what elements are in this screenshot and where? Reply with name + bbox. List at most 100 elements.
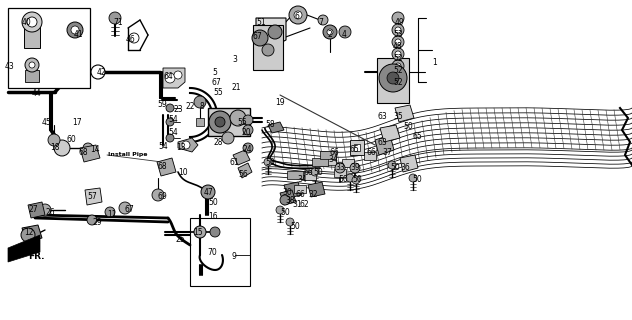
Text: 49: 49 [395, 18, 404, 27]
Text: 36: 36 [400, 163, 410, 172]
Text: 23: 23 [173, 105, 183, 114]
Circle shape [39, 204, 51, 216]
Text: 33: 33 [335, 163, 344, 172]
Text: 38: 38 [285, 196, 295, 205]
Circle shape [48, 134, 60, 146]
Text: 58: 58 [265, 120, 275, 129]
Circle shape [71, 26, 79, 34]
Text: 30: 30 [282, 188, 292, 197]
Text: 10: 10 [178, 168, 188, 177]
Polygon shape [280, 190, 296, 205]
Polygon shape [294, 185, 306, 193]
Circle shape [166, 134, 174, 142]
Polygon shape [157, 158, 176, 176]
Text: 52: 52 [393, 66, 403, 75]
Text: 52: 52 [393, 78, 403, 87]
Text: FR.: FR. [28, 252, 44, 261]
Circle shape [165, 73, 175, 83]
Circle shape [243, 143, 253, 153]
Polygon shape [304, 172, 316, 180]
Text: 67: 67 [212, 78, 222, 87]
Circle shape [395, 63, 401, 69]
Circle shape [252, 30, 268, 46]
Text: 59: 59 [157, 100, 167, 109]
Text: 42: 42 [97, 68, 107, 77]
Text: 50: 50 [390, 163, 400, 172]
Circle shape [286, 218, 294, 226]
Text: 19: 19 [275, 98, 284, 107]
Circle shape [210, 227, 220, 237]
Text: 28: 28 [214, 138, 224, 147]
Polygon shape [163, 68, 185, 88]
Circle shape [276, 206, 284, 214]
Polygon shape [85, 188, 102, 205]
Polygon shape [178, 138, 198, 152]
Polygon shape [342, 159, 354, 167]
Circle shape [105, 207, 115, 217]
Circle shape [392, 12, 404, 24]
Polygon shape [238, 163, 252, 178]
Text: 50: 50 [208, 198, 218, 207]
Text: 17: 17 [72, 118, 82, 127]
Circle shape [379, 64, 407, 92]
Polygon shape [256, 18, 286, 48]
Circle shape [27, 17, 37, 27]
Text: 44: 44 [32, 89, 42, 98]
Bar [25, 70, 39, 82]
Bar [196, 118, 204, 126]
Text: 15: 15 [193, 228, 203, 237]
Text: 66: 66 [296, 190, 306, 199]
Text: 64: 64 [163, 72, 173, 81]
Text: 7: 7 [318, 18, 323, 27]
Polygon shape [284, 182, 302, 198]
Text: 50: 50 [280, 208, 289, 217]
Circle shape [25, 58, 39, 72]
Circle shape [182, 141, 190, 149]
Text: 8: 8 [199, 102, 204, 111]
Text: 54: 54 [168, 128, 178, 137]
Polygon shape [395, 105, 414, 122]
Text: 34: 34 [328, 155, 337, 164]
Text: 66: 66 [304, 168, 313, 177]
Text: 5: 5 [212, 68, 217, 77]
Text: 50: 50 [352, 175, 362, 184]
Text: 40: 40 [22, 18, 32, 27]
Text: 65: 65 [350, 145, 360, 154]
Text: 48: 48 [393, 42, 403, 51]
Circle shape [243, 115, 253, 125]
Text: 55: 55 [237, 118, 246, 127]
Text: 46: 46 [126, 35, 136, 44]
Circle shape [395, 39, 401, 45]
Text: 62: 62 [300, 200, 310, 209]
Text: 60: 60 [66, 135, 76, 144]
Circle shape [395, 75, 401, 81]
Circle shape [201, 185, 215, 199]
Text: 63: 63 [378, 138, 388, 147]
Circle shape [152, 189, 164, 201]
Circle shape [29, 62, 35, 68]
Text: 18: 18 [50, 143, 59, 152]
Text: 21: 21 [232, 83, 241, 92]
Circle shape [352, 176, 360, 184]
Text: 9: 9 [232, 252, 237, 261]
Text: 65: 65 [413, 132, 423, 141]
Text: 12: 12 [24, 228, 33, 237]
Polygon shape [233, 150, 250, 165]
Text: 54: 54 [168, 115, 178, 124]
Text: 55: 55 [213, 88, 222, 97]
Circle shape [209, 111, 231, 133]
Text: 41: 41 [74, 30, 83, 39]
Circle shape [294, 11, 302, 19]
Circle shape [323, 25, 337, 39]
Bar [190, 218, 250, 286]
Text: 29: 29 [92, 218, 102, 227]
Circle shape [194, 226, 206, 238]
Bar [8, 8, 90, 88]
Polygon shape [28, 202, 45, 218]
Circle shape [230, 110, 246, 126]
Text: 35: 35 [393, 112, 403, 121]
Text: 67: 67 [124, 205, 134, 214]
Text: 37: 37 [382, 148, 392, 157]
Text: 50: 50 [290, 222, 300, 231]
Circle shape [346, 174, 354, 182]
